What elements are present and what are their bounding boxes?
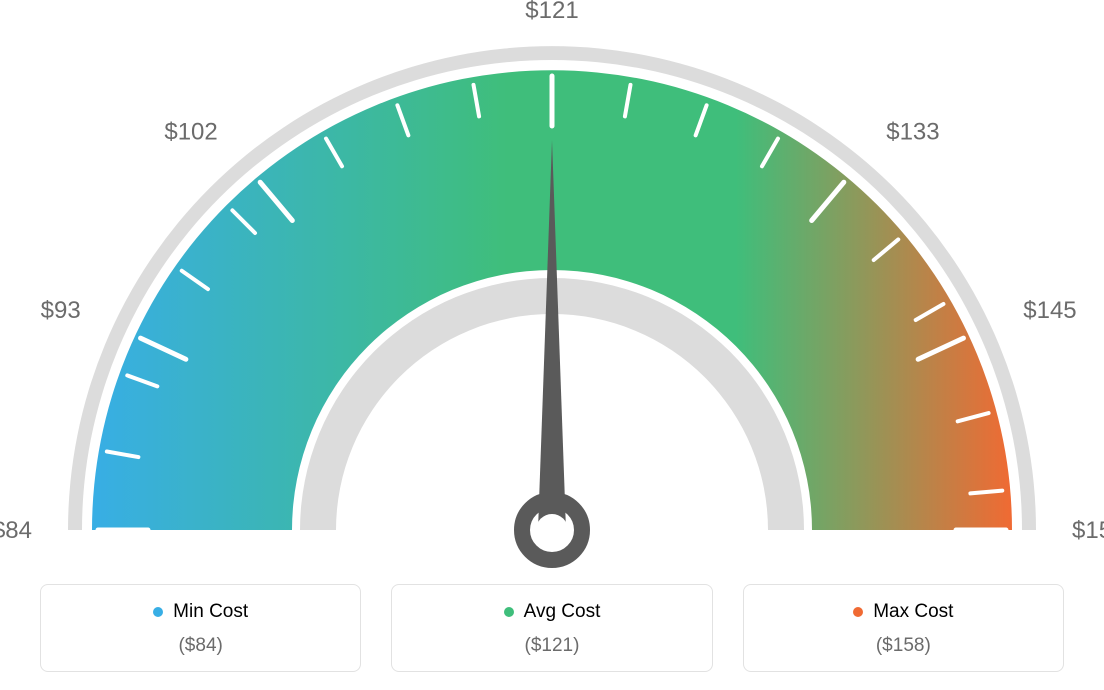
legend-card-max: Max Cost ($158): [743, 584, 1064, 672]
cost-gauge-chart: $84 $93 $102 $121 $133 $145 $158 Min Cost ($84…: [0, 0, 1104, 690]
legend-dot-min: [153, 607, 163, 617]
legend-label-avg: Avg Cost: [524, 601, 601, 623]
svg-text:$93: $93: [41, 297, 81, 324]
legend-label-min: Min Cost: [173, 601, 248, 623]
legend-title-avg: Avg Cost: [504, 601, 601, 623]
legend-title-min: Min Cost: [153, 601, 248, 623]
gauge-svg: $84 $93 $102 $121 $133 $145 $158: [0, 0, 1104, 570]
legend-value-max: ($158): [754, 635, 1053, 657]
legend-card-min: Min Cost ($84): [40, 584, 361, 672]
legend-dot-avg: [504, 607, 514, 617]
legend-dot-max: [853, 607, 863, 617]
svg-text:$145: $145: [1023, 297, 1076, 324]
legend-label-max: Max Cost: [873, 601, 953, 623]
svg-text:$84: $84: [0, 517, 32, 544]
legend-card-avg: Avg Cost ($121): [391, 584, 712, 672]
svg-text:$133: $133: [886, 119, 939, 146]
legend-value-min: ($84): [51, 635, 350, 657]
svg-text:$102: $102: [164, 119, 217, 146]
legend-title-max: Max Cost: [853, 601, 953, 623]
legend-value-avg: ($121): [402, 635, 701, 657]
svg-text:$158: $158: [1072, 517, 1104, 544]
gauge-area: $84 $93 $102 $121 $133 $145 $158: [0, 0, 1104, 570]
legend-row: Min Cost ($84) Avg Cost ($121) Max Cost …: [40, 584, 1064, 672]
svg-text:$121: $121: [525, 0, 578, 24]
